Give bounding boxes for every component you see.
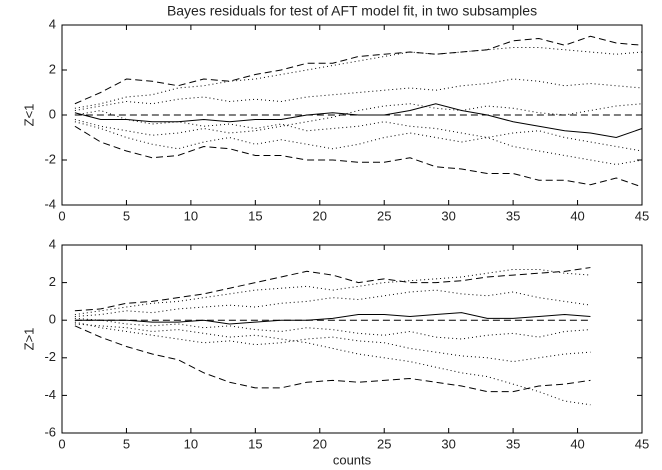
series-line [74, 312, 591, 325]
x-axis-label: counts [333, 452, 372, 467]
x-tick-label: 5 [123, 436, 130, 451]
y-axis-label: Z<1 [21, 104, 36, 127]
y-tick-label: -2 [44, 349, 56, 364]
y-tick-label: -4 [44, 387, 56, 402]
x-tick-label: 10 [184, 436, 198, 451]
y-tick-label: 2 [49, 61, 56, 76]
x-tick-label: 10 [184, 208, 198, 223]
x-tick-label: 40 [570, 208, 584, 223]
x-tick-label: 30 [441, 208, 455, 223]
x-tick-label: 15 [248, 208, 262, 223]
y-tick-label: -4 [44, 196, 56, 211]
x-tick-label: 0 [58, 208, 65, 223]
series-line [74, 109, 643, 152]
y-tick-label: 0 [49, 312, 56, 327]
series-line [74, 121, 643, 166]
y-tick-label: -6 [44, 424, 56, 439]
x-tick-label: 20 [313, 436, 327, 451]
series-line [74, 103, 643, 139]
series-line [74, 321, 591, 363]
x-tick-label: 40 [570, 436, 584, 451]
x-tick-label: 5 [123, 208, 130, 223]
x-tick-label: 45 [635, 436, 649, 451]
x-tick-label: 25 [377, 436, 391, 451]
x-tick-label: 0 [58, 436, 65, 451]
series-line [74, 323, 591, 406]
series-line [74, 325, 591, 393]
series-line [74, 317, 591, 340]
y-tick-label: 4 [49, 236, 56, 251]
y-tick-label: 4 [49, 16, 56, 31]
x-tick-label: 45 [635, 208, 649, 223]
x-tick-label: 15 [248, 436, 262, 451]
series-line [74, 289, 591, 317]
y-tick-label: 2 [49, 274, 56, 289]
y-tick-label: -2 [44, 151, 56, 166]
x-tick-label: 35 [506, 208, 520, 223]
series-line [74, 125, 643, 188]
series-line [74, 47, 643, 109]
series-line [74, 35, 643, 105]
plot-frame [61, 244, 643, 434]
series-line [74, 103, 643, 136]
x-tick-label: 35 [506, 436, 520, 451]
y-axis-label: Z>1 [21, 328, 36, 351]
x-tick-label: 30 [441, 436, 455, 451]
series-line [74, 268, 591, 316]
x-tick-label: 20 [313, 208, 327, 223]
y-tick-label: 0 [49, 106, 56, 121]
chart-title: Bayes residuals for test of AFT model fi… [167, 3, 537, 19]
series-line [74, 267, 591, 312]
series-line [74, 78, 643, 111]
x-tick-label: 25 [377, 208, 391, 223]
